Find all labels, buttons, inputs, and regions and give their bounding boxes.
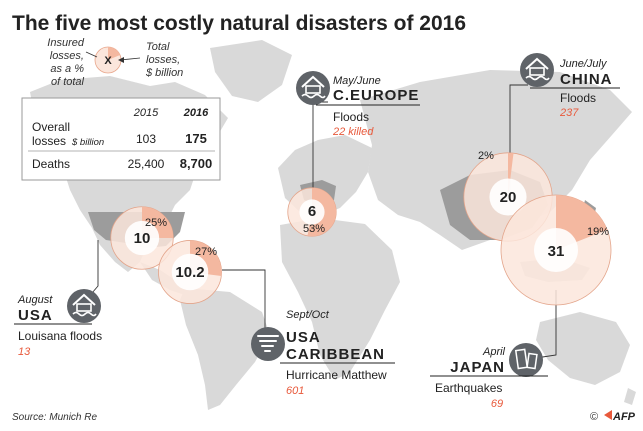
bubble-hole-usa (124, 220, 160, 256)
europe-type: Floods (333, 110, 369, 124)
map-new-zealand (624, 388, 636, 405)
insured-label-usa: 25% (145, 217, 167, 229)
legend: Insured losses, as a % of total X Total … (47, 37, 183, 88)
caribbean-region-2: CARIBBEAN (286, 346, 385, 363)
legend-total-line-2: losses, (146, 54, 180, 66)
europe-region: C.EUROPE (333, 87, 419, 104)
earthquake-icon (509, 343, 543, 377)
legend-total-line-1: Total (146, 41, 170, 53)
map-greenland (210, 40, 292, 102)
legend-insured-line-2: losses, (50, 50, 84, 62)
europe-deaths: 22 killed (332, 126, 374, 138)
summary-overall-2015: 103 (136, 132, 156, 146)
summary-overall-2016: 175 (185, 131, 207, 146)
flood-icon (296, 71, 330, 105)
bubble-europe: 653% (287, 187, 337, 237)
europe-period: May/June (333, 75, 381, 87)
total-label-usa: 10 (134, 230, 151, 247)
summary-year-2015: 2015 (133, 107, 159, 119)
summary-box (21, 97, 221, 181)
legend-marker: X (104, 55, 112, 67)
usa-deaths: 13 (18, 346, 31, 358)
flood-icon (520, 53, 554, 87)
legend-insured-line-1: Insured (47, 37, 85, 49)
source-note: Source: Munich Re (12, 412, 97, 423)
afp-logo: AFP (604, 410, 636, 423)
china-period: June/July (559, 58, 608, 70)
summary-deaths-2015: 25,400 (128, 157, 165, 171)
insured-label-china: 2% (478, 150, 494, 162)
caribbean-deaths: 601 (286, 385, 304, 397)
map-south-america (180, 288, 270, 410)
summary-deaths-label: Deaths (32, 157, 70, 171)
caribbean-region-1: USA (286, 329, 321, 346)
insured-label-caribbean: 27% (195, 246, 217, 258)
legend-arrow-left (85, 51, 98, 58)
legend-insured-wedge (108, 47, 120, 60)
map-africa (280, 218, 400, 380)
leader-caribbean (222, 269, 266, 345)
usa-period: August (17, 294, 53, 306)
china-deaths: 237 (559, 107, 579, 119)
bubble-hole-caribbean (171, 253, 209, 291)
summary-overall-label-2: losses (32, 134, 66, 148)
bubble-hole-japan (534, 228, 578, 272)
legend-arrowhead (118, 57, 124, 63)
china-type: Floods (560, 91, 596, 105)
event-labels: June/July CHINA Floods 237 May/June C.EU… (14, 58, 620, 410)
legend-total-line-3: $ billion (145, 67, 183, 79)
page-title: The five most costly natural disasters o… (12, 12, 466, 35)
insured-label-europe: 53% (303, 223, 325, 235)
bubble-caribbean: 10.2 27% (158, 240, 222, 304)
insured-label-japan: 19% (587, 226, 609, 238)
summary-deaths-2016: 8,700 (180, 156, 213, 171)
icons (67, 53, 554, 377)
total-label-europe: 6 (308, 203, 316, 220)
summary-table: 2015 2016 Overall losses $ billion 103 1… (21, 97, 221, 181)
map-australia (536, 312, 630, 385)
hurricane-icon (251, 327, 285, 361)
japan-type: Earthquakes (435, 381, 502, 395)
japan-region: JAPAN (450, 359, 505, 376)
total-label-japan: 31 (548, 243, 565, 260)
copyright-symbol: © (590, 411, 598, 423)
japan-period: April (482, 346, 506, 358)
bubble-hole-europe (299, 199, 325, 225)
summary-overall-label-1: Overall (32, 120, 70, 134)
usa-region: USA (18, 307, 53, 324)
japan-deaths: 69 (491, 398, 503, 410)
caribbean-type: Hurricane Matthew (286, 368, 387, 382)
usa-type: Louisana floods (18, 329, 102, 343)
bubble-japan: 31 19% (500, 194, 612, 306)
bubble-hole-china (489, 178, 527, 216)
caribbean-period: Sept/Oct (286, 309, 330, 321)
summary-overall-unit: $ billion (71, 137, 104, 148)
total-label-caribbean: 10.2 (175, 264, 204, 281)
china-region: CHINA (560, 71, 613, 88)
afp-credit: AFP (612, 411, 636, 423)
flood-icon (67, 289, 101, 323)
legend-insured-line-4: of total (51, 76, 85, 88)
summary-year-2016: 2016 (183, 107, 209, 119)
total-label-china: 20 (500, 189, 517, 206)
legend-insured-line-3: as a % (50, 63, 84, 75)
